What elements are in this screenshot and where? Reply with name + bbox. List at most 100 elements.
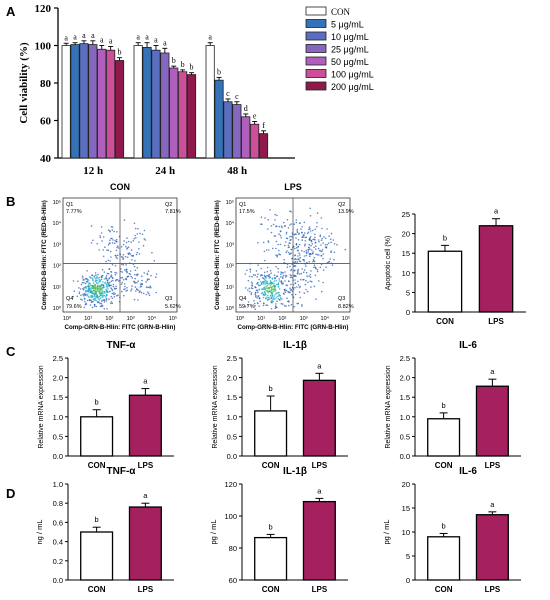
flow-event-dot (273, 277, 276, 279)
flow-event-dot (111, 264, 114, 266)
sig-letter: a (64, 33, 68, 42)
legend-swatch (305, 69, 327, 78)
flow-event-dot (82, 293, 84, 296)
flow-event-dot (99, 285, 101, 287)
flow-event-dot (104, 296, 107, 298)
legend-swatch (305, 19, 327, 28)
flow-event-dot (82, 295, 85, 297)
bar (133, 45, 143, 159)
flow-event-dot (150, 286, 152, 289)
flow-event-dot (84, 286, 87, 289)
flow-event-dot (271, 278, 274, 280)
flow-event-dot (273, 282, 275, 285)
flow-event-dot (252, 274, 255, 276)
flow-event-dot (97, 273, 99, 276)
flow-event-dot (267, 294, 269, 297)
flow-event-dot (297, 302, 300, 305)
flow-event-dot (122, 254, 125, 256)
quadrant-value: 7.81% (165, 209, 181, 215)
flow-event-dot (248, 290, 251, 293)
flow-event-dot (139, 232, 141, 235)
flow-event-dot (105, 260, 107, 263)
flow-event-dot (138, 248, 140, 250)
flow-event-dot (98, 276, 101, 279)
flow-event-dot (79, 288, 82, 290)
flow-event-dot (296, 258, 298, 261)
flow-event-dot (309, 276, 312, 279)
panel-label-c: C (6, 344, 16, 359)
flow-event-dot (115, 249, 118, 252)
sig-letter: a (73, 33, 77, 42)
flow-event-dot (301, 236, 304, 239)
y-tick-label: 10⁵ (53, 199, 61, 206)
flow-event-dot (258, 297, 261, 299)
flow-event-dot (266, 284, 269, 287)
flow-event-dot (137, 289, 139, 292)
flow-event-dot (105, 278, 108, 280)
sig-letter: b (172, 56, 176, 65)
flow-event-dot (303, 221, 306, 224)
sig-letter: b (269, 522, 273, 531)
flow-event-dot (247, 279, 250, 282)
flow-event-dot (108, 284, 111, 287)
flow-event-dot (314, 239, 316, 241)
flow-event-dot (129, 253, 132, 255)
flow-event-dot (275, 240, 278, 243)
flow-event-dot (277, 271, 280, 273)
flow-title: CON (110, 182, 130, 192)
flow-event-dot (260, 267, 262, 270)
flow-event-dot (90, 242, 93, 244)
flow-event-dot (274, 235, 277, 237)
flow-event-dot (287, 300, 290, 302)
y-tick-label: 2.0 (227, 374, 237, 383)
flow-event-dot (291, 294, 293, 296)
x-category-label: LPS (485, 461, 501, 470)
flow-event-dot (305, 251, 308, 254)
flow-event-dot (289, 276, 292, 279)
flow-event-dot (326, 261, 329, 264)
flow-event-dot (326, 228, 328, 230)
flow-event-dot (262, 283, 265, 285)
y-tick-label: 60 (40, 116, 52, 128)
flow-event-dot (110, 270, 112, 273)
y-axis-title: Comp-RED-B-Hlin: FITC (RED-B-Hlin) (214, 200, 221, 310)
flow-event-dot (99, 305, 102, 308)
flow-event-dot (278, 233, 280, 235)
flow-event-dot (94, 299, 96, 302)
flow-event-dot (302, 279, 304, 281)
flow-event-dot (309, 236, 312, 238)
chart-title: IL-6 (459, 466, 477, 477)
flow-event-dot (245, 287, 247, 289)
y-tick-label: 0.6 (53, 518, 63, 527)
flow-event-dot (275, 279, 278, 282)
flow-event-dot (273, 295, 276, 297)
flow-event-dot (304, 283, 307, 286)
flow-event-dot (270, 286, 272, 289)
flow-event-dot (109, 268, 111, 270)
flow-event-dot (298, 252, 300, 254)
flow-event-dot (77, 280, 79, 283)
bar (61, 45, 71, 159)
flow-event-dot (302, 234, 305, 236)
flow-event-dot (134, 286, 137, 288)
flow-event-dot (275, 266, 277, 268)
flow-event-dot (116, 246, 118, 249)
flow-event-dot (115, 279, 118, 281)
flow-event-dot (271, 299, 274, 302)
flow-event-dot (145, 293, 148, 296)
flow-event-dot (272, 290, 275, 293)
quadrant-value: 13.9% (338, 209, 354, 215)
lps-bar (475, 385, 509, 457)
flow-event-dot (143, 229, 146, 232)
flow-event-dot (331, 264, 334, 266)
flow-event-dot (101, 305, 104, 307)
flow-event-dot (89, 299, 91, 302)
flow-event-dot (314, 228, 316, 231)
y-tick-label: 1.5 (227, 393, 237, 402)
flow-event-dot (87, 281, 89, 284)
flow-event-dot (284, 244, 286, 247)
flow-event-dot (254, 293, 256, 296)
x-category-label: 12 h (83, 165, 103, 177)
flow-event-dot (109, 230, 111, 233)
flow-event-dot (263, 274, 266, 277)
